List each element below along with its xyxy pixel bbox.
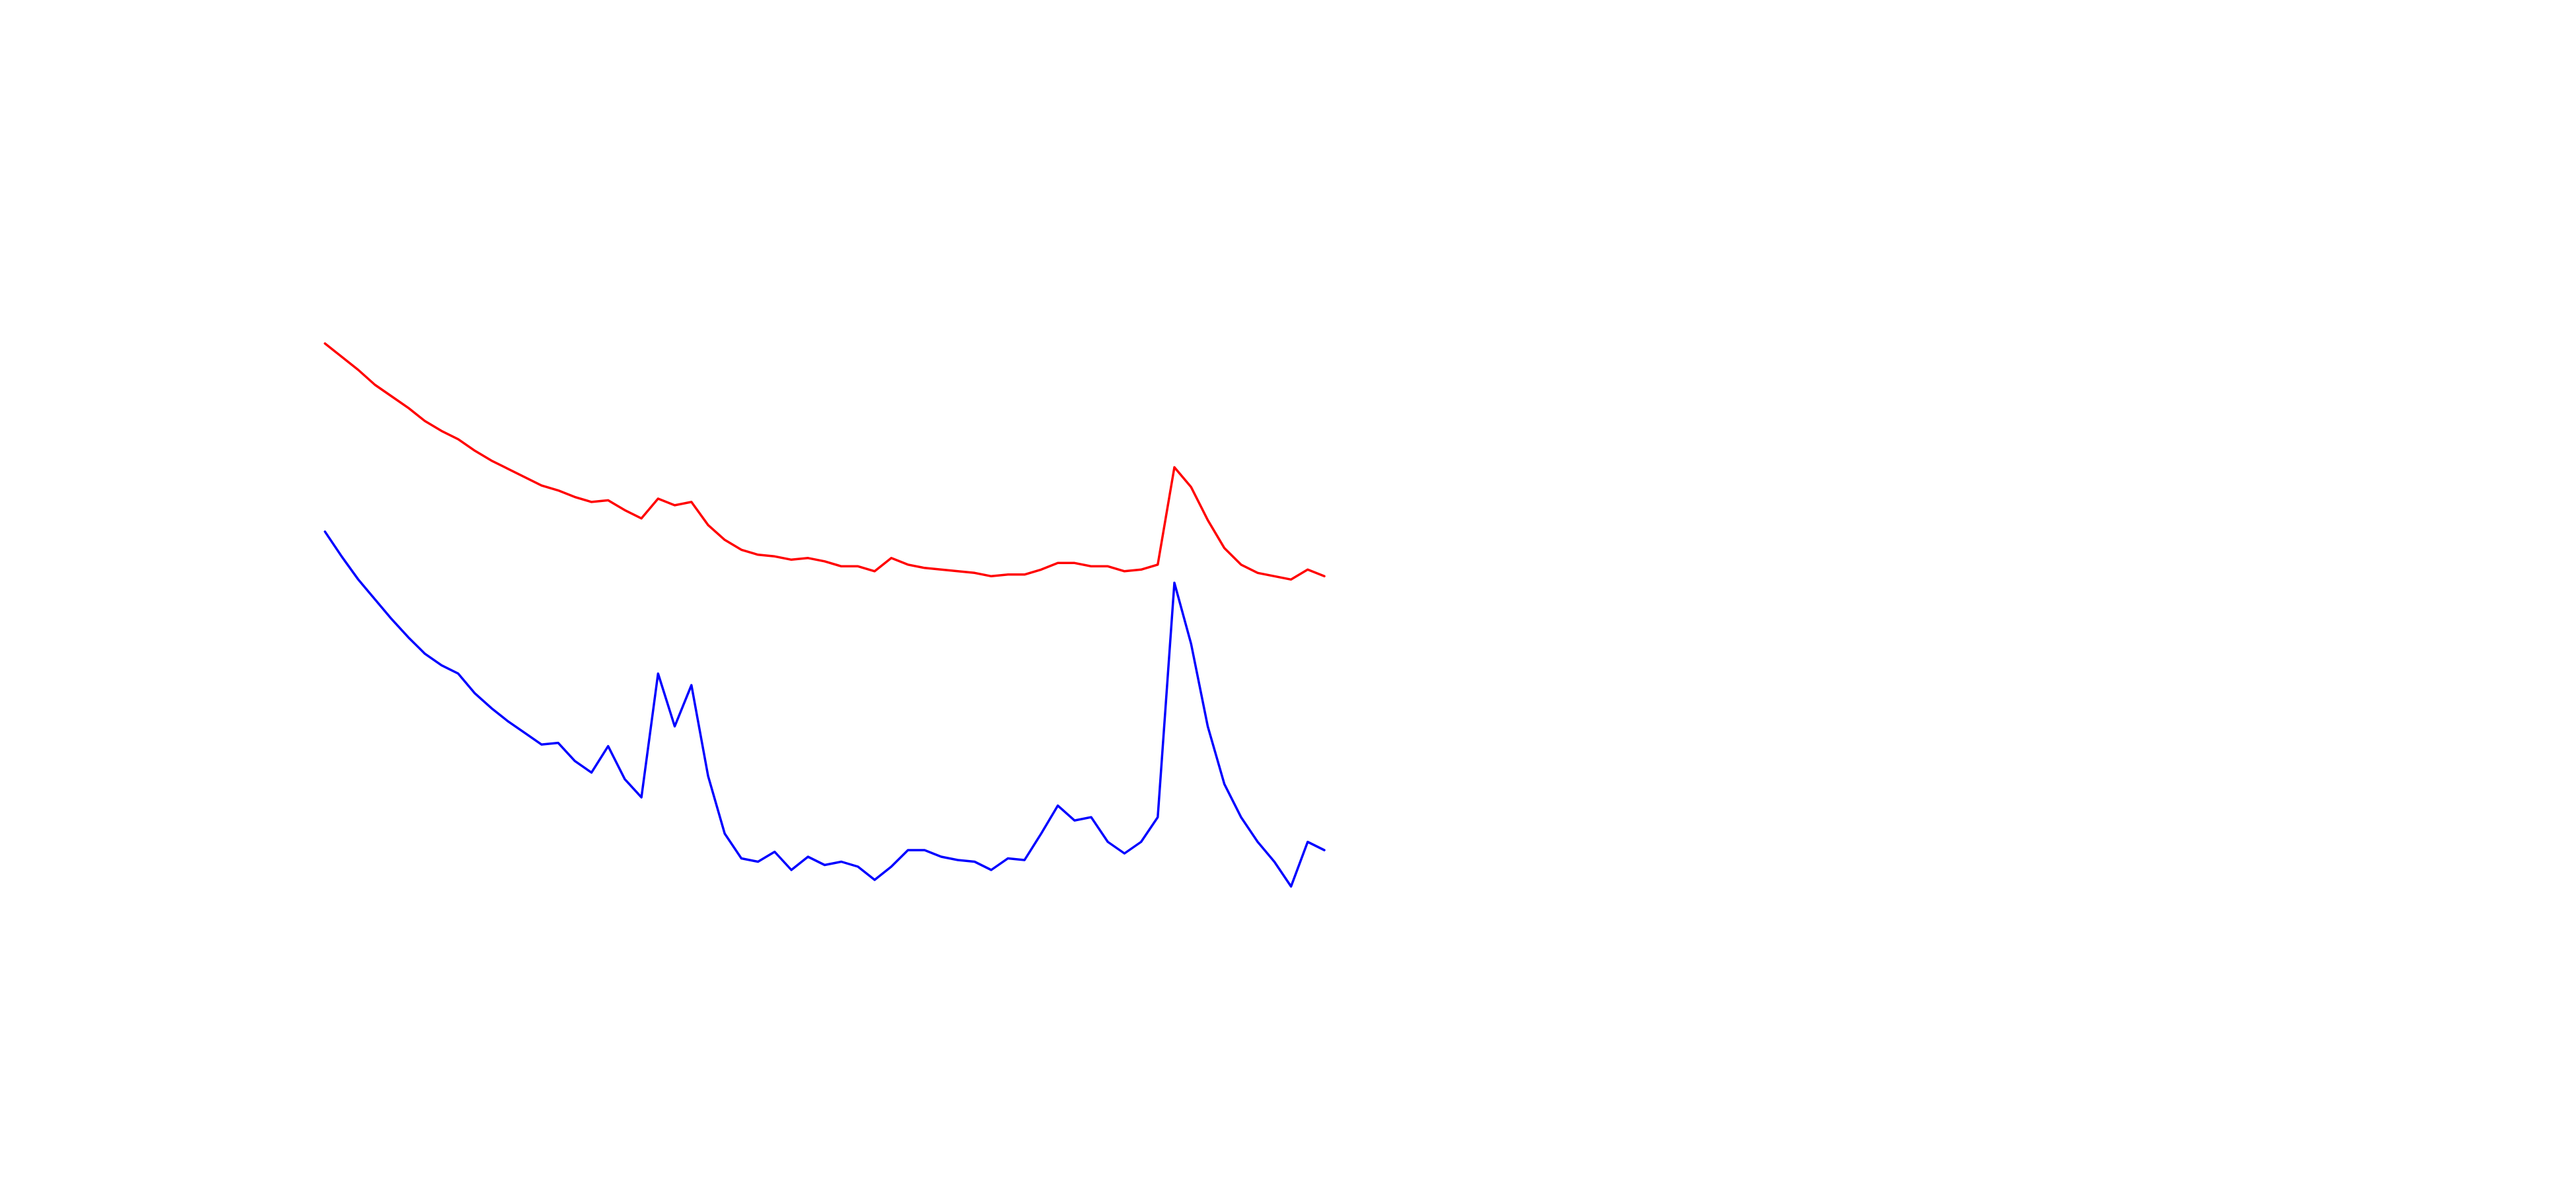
line-series [324,342,1326,581]
line-series [324,530,1326,888]
